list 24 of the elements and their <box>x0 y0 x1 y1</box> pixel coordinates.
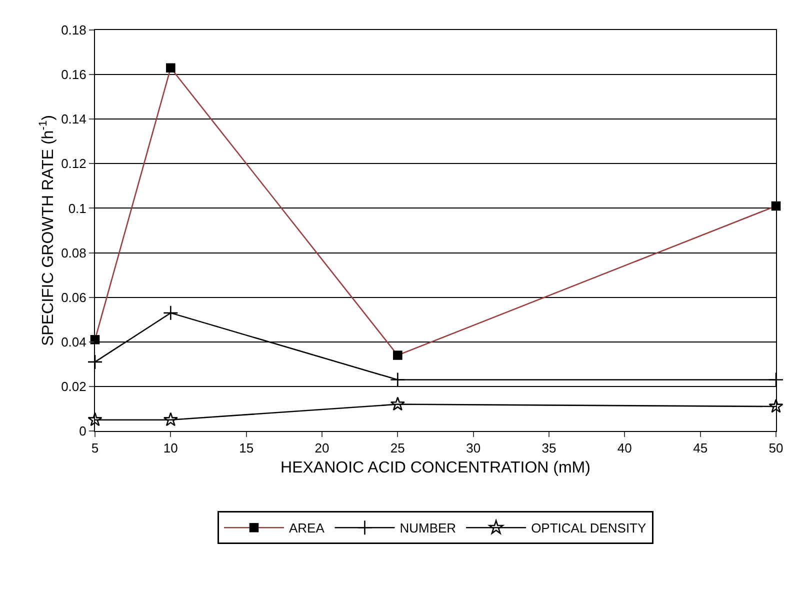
y-tick-label: 0.12 <box>61 156 86 172</box>
x-tick-label: 25 <box>390 440 405 456</box>
legend-label: AREA <box>289 520 325 536</box>
x-axis-title: HEXANOIC ACID CONCENTRATION (mM) <box>280 459 590 476</box>
x-tick-label: 40 <box>617 440 632 456</box>
y-tick-label: 0.14 <box>61 112 86 127</box>
x-tick-label: 20 <box>314 440 330 456</box>
x-tick-label: 35 <box>542 440 556 456</box>
x-tick-label: 30 <box>466 440 481 456</box>
legend-label: NUMBER <box>400 520 456 536</box>
y-tick-label: 0.04 <box>61 334 86 350</box>
y-tick-label: 0.16 <box>61 67 86 82</box>
y-tick-label: 0.06 <box>61 290 86 305</box>
y-tick-label: 0.18 <box>61 22 86 38</box>
x-tick-label: 45 <box>693 440 708 456</box>
y-tick-label: 0.08 <box>61 245 86 260</box>
y-tick-label: 0.02 <box>61 378 86 394</box>
y-tick-label: 0.1 <box>68 200 86 216</box>
x-tick-label: 5 <box>91 440 99 456</box>
x-tick-label: 15 <box>239 440 254 456</box>
x-tick-label: 50 <box>768 440 784 456</box>
legend-label: OPTICAL DENSITY <box>531 520 646 536</box>
y-tick-label: 0 <box>79 424 86 439</box>
x-tick-label: 10 <box>163 440 178 456</box>
